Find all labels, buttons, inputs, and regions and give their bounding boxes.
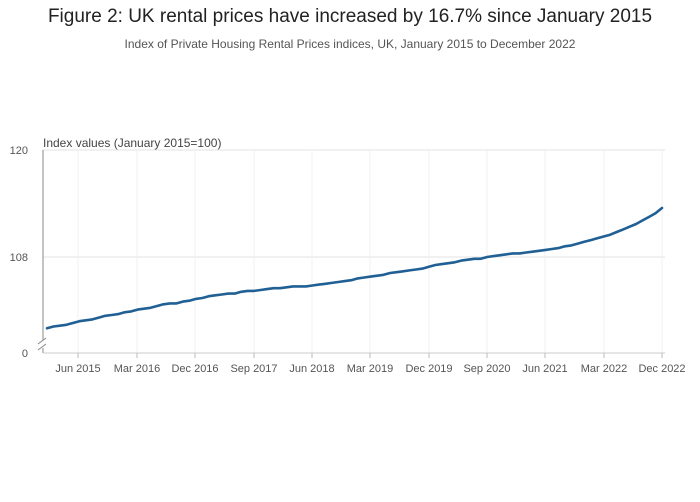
axis-break-mark: [37, 337, 47, 345]
chart-subtitle: Index of Private Housing Rental Prices i…: [124, 37, 576, 51]
axes: [37, 150, 665, 358]
y-tick-label: 120: [10, 145, 28, 157]
tick-labels: 120 108 0 Jun 2015 Mar 2016 Dec 2016 Sep 2017 J…: [10, 145, 686, 375]
x-tick-label: Dec 2016: [171, 363, 218, 375]
axis-break-mark: [37, 343, 47, 351]
x-tick-label: Jun 2021: [522, 363, 567, 375]
y-tick-label: 0: [22, 348, 28, 360]
x-tick-label: Sep 2020: [463, 363, 510, 375]
grid-lines: [43, 149, 665, 353]
x-tick-label: Dec 2022: [638, 363, 685, 375]
x-tick-label: Mar 2016: [114, 363, 160, 375]
y-axis-label: Index values (January 2015=100): [43, 136, 222, 150]
x-tick-label: Jun 2015: [55, 363, 100, 375]
series-group: [45, 206, 664, 330]
series-line: [45, 206, 664, 330]
x-tick-label: Mar 2019: [347, 363, 393, 375]
x-tick-label: Jun 2018: [289, 363, 334, 375]
chart-title: Figure 2: UK rental prices have increase…: [47, 6, 653, 27]
x-tick-label: Dec 2019: [405, 363, 452, 375]
y-tick-label: 108: [10, 252, 28, 264]
x-tick-label: Mar 2022: [581, 363, 627, 375]
x-tick-label: Sep 2017: [230, 363, 277, 375]
